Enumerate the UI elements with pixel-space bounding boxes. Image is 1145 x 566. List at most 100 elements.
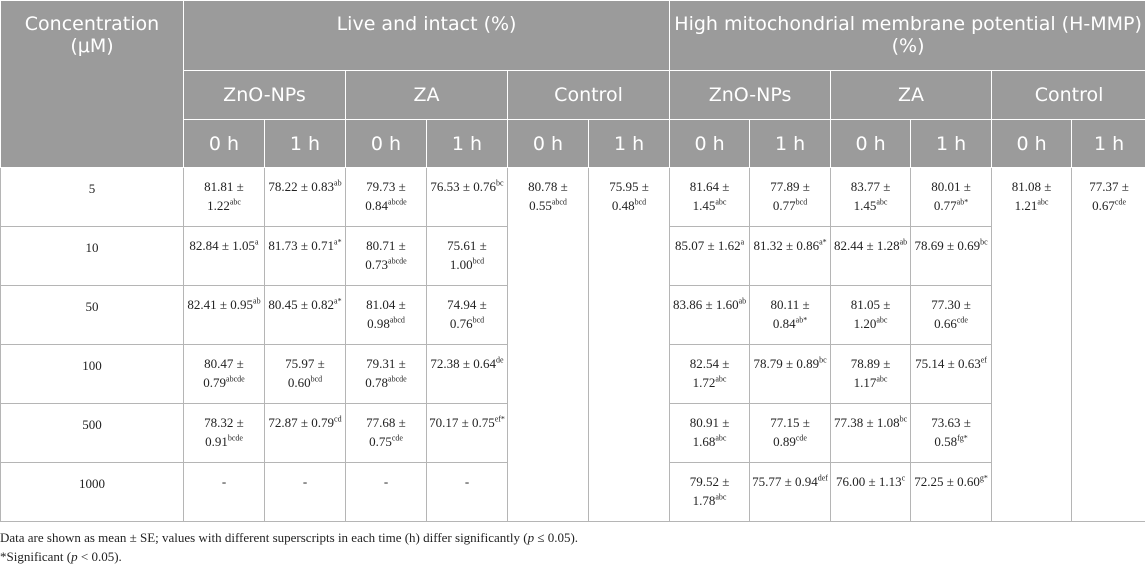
data-cell: 75.97 ± 0.60bcd [264,344,346,404]
subgroup-header: Control [991,70,1145,120]
footnote-data: Data are shown as mean ± SE; values with… [0,530,579,545]
concentration-cell: 500 [0,403,184,463]
cell-value: 77.15 ± 0.89 [770,415,810,449]
cell-value: 81.73 ± 0.71 [268,238,335,253]
concentration-cell: 1000 [0,462,184,522]
data-cell: 76.00 ± 1.13c [830,462,912,522]
data-cell: 77.89 ± 0.77bcd [749,167,832,227]
cell-superscript: ab [899,237,908,247]
cell-superscript: abcde [388,256,407,266]
cell-value: 80.11 ± 0.84 [770,297,810,331]
cell-value: 80.71 ± 0.73 [365,238,406,272]
cell-superscript: bcd [472,256,485,266]
cell-value: 79.31 ± 0.78 [365,356,406,390]
data-cell: - [426,462,508,522]
cell-superscript: abc [715,374,727,384]
control-cell: 81.08 ± 1.21abc [991,167,1073,522]
cell-superscript: abc [715,433,727,443]
data-cell: 75.61 ± 1.00bcd [426,226,508,286]
cell-value: 77.37 ± 0.67 [1089,179,1129,213]
cell-superscript: cd [334,414,342,424]
data-cell: - [345,462,427,522]
cell-superscript: bc [899,414,908,424]
cell-value: 81.08 ± 1.21 [1011,179,1052,213]
cell-value: 79.73 ± 0.84 [365,179,406,213]
cell-value: 72.25 ± 0.60 [914,474,980,489]
footnote-significance: *Significant (p < 0.05). [0,549,122,564]
subgroup-header: ZnO-NPs [183,70,346,120]
concentration-header: Concentration (μM) [0,0,184,168]
live-intact-header: Live and intact (%) [182,0,671,71]
data-cell: 70.17 ± 0.75ef* [426,403,508,463]
cell-superscript: bc [980,237,988,247]
cell-value: 77.68 ± 0.75 [366,415,406,449]
subgroup-header: Control [506,70,671,120]
cell-value: 82.54 ± 1.72 [689,356,730,390]
cell-superscript: ab [334,178,342,188]
cell-value: 76.53 ± 0.76 [430,179,497,194]
cell-superscript: g* [979,473,988,483]
cell-value: 74.94 ± 0.76 [447,297,487,331]
cell-value: 80.78 ± 0.55 [528,179,568,213]
cell-superscript: abc [876,197,888,207]
cell-value: 82.41 ± 0.95 [187,297,254,312]
cell-superscript: a* [334,296,342,306]
control-cell: 75.95 ± 0.48bcd [587,167,671,522]
data-cell: 79.31 ± 0.78abcde [345,344,427,404]
data-cell: 72.87 ± 0.79cd [264,403,346,463]
cell-superscript: abc [229,197,241,207]
concentration-cell: 50 [0,285,184,345]
data-cell: 78.69 ± 0.69bc [910,226,993,286]
data-cell: 80.47 ± 0.79abcde [183,344,265,404]
data-cell: 77.15 ± 0.89cde [749,403,832,463]
cell-value: 78.32 ± 0.91 [204,415,244,449]
cell-value: 75.61 ± 1.00 [447,238,487,272]
cell-superscript: bcd [472,315,485,325]
cell-value: 75.97 ± 0.60 [285,356,325,390]
control-cell: 77.37 ± 0.67cde [1071,167,1145,522]
data-cell: 74.94 ± 0.76bcd [426,285,508,345]
cell-value: 81.64 ± 1.45 [689,179,730,213]
cell-superscript: cde [1114,197,1127,207]
cell-superscript: cde [391,433,403,443]
data-cell: 80.45 ± 0.82a* [264,285,346,345]
cell-value: 83.86 ± 1.60 [672,297,739,312]
cell-superscript: abcde [226,374,245,384]
data-cell: 75.14 ± 0.63ef [910,344,993,404]
cell-superscript: bcd [634,197,647,207]
time-header: 0 h [345,119,427,168]
subgroup-header: ZA [830,70,993,120]
time-header: 0 h [507,119,589,168]
data-cell: 83.86 ± 1.60ab [669,285,751,345]
cell-superscript: cde [956,315,968,325]
cell-superscript: bcd [795,197,808,207]
concentration-cell: 5 [0,167,184,227]
cell-superscript: a* [334,237,342,247]
hmmp-header: High mitochondrial membrane potential (H… [669,0,1145,71]
data-cell: 78.22 ± 0.83ab [264,167,346,227]
cell-superscript: a* [819,237,827,247]
cell-value: - [464,474,470,489]
time-header: 0 h [830,119,912,168]
cell-value: - [221,474,227,489]
cell-value: 83.77 ± 1.45 [850,179,891,213]
data-cell: 78.89 ± 1.17abc [830,344,912,404]
cell-value: 75.14 ± 0.63 [915,356,981,371]
data-cell: 77.38 ± 1.08bc [830,403,912,463]
cell-value: 72.38 ± 0.64 [430,356,497,371]
cell-value: 79.52 ± 1.78 [689,474,730,508]
results-table: Concentration (μM) Live and intact (%) H… [0,0,1145,522]
data-cell: 82.84 ± 1.05a [183,226,265,286]
cell-superscript: bc [819,355,827,365]
data-cell: 81.04 ± 0.98abcd [345,285,427,345]
cell-value: - [383,474,389,489]
cell-superscript: abc [876,315,888,325]
subgroup-header: ZA [345,70,508,120]
cell-value: 81.81 ± 1.22 [204,179,244,213]
table-footnotes: Data are shown as mean ± SE; values with… [0,528,578,566]
data-cell: 77.30 ± 0.66cde [910,285,993,345]
data-cell: 82.54 ± 1.72abc [669,344,751,404]
data-cell: 75.77 ± 0.94def [749,462,832,522]
data-cell: 79.52 ± 1.78abc [669,462,751,522]
data-cell: 81.81 ± 1.22abc [183,167,265,227]
